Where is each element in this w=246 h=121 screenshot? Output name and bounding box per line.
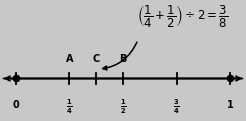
Text: B: B bbox=[119, 54, 127, 64]
Text: $\mathbf{1}$: $\mathbf{1}$ bbox=[226, 98, 234, 110]
Text: $\mathbf{0}$: $\mathbf{0}$ bbox=[12, 98, 20, 110]
Text: $\mathbf{\frac{1}{4}}$: $\mathbf{\frac{1}{4}}$ bbox=[66, 98, 73, 116]
Text: $\left(\dfrac{1}{4}+\dfrac{1}{2}\right)\div 2=\dfrac{3}{8}$: $\left(\dfrac{1}{4}+\dfrac{1}{2}\right)\… bbox=[137, 3, 229, 29]
Text: C: C bbox=[92, 54, 100, 64]
Text: $\mathbf{\frac{3}{4}}$: $\mathbf{\frac{3}{4}}$ bbox=[173, 98, 180, 116]
Text: $\mathbf{\frac{1}{2}}$: $\mathbf{\frac{1}{2}}$ bbox=[120, 98, 126, 116]
Text: A: A bbox=[66, 54, 73, 64]
